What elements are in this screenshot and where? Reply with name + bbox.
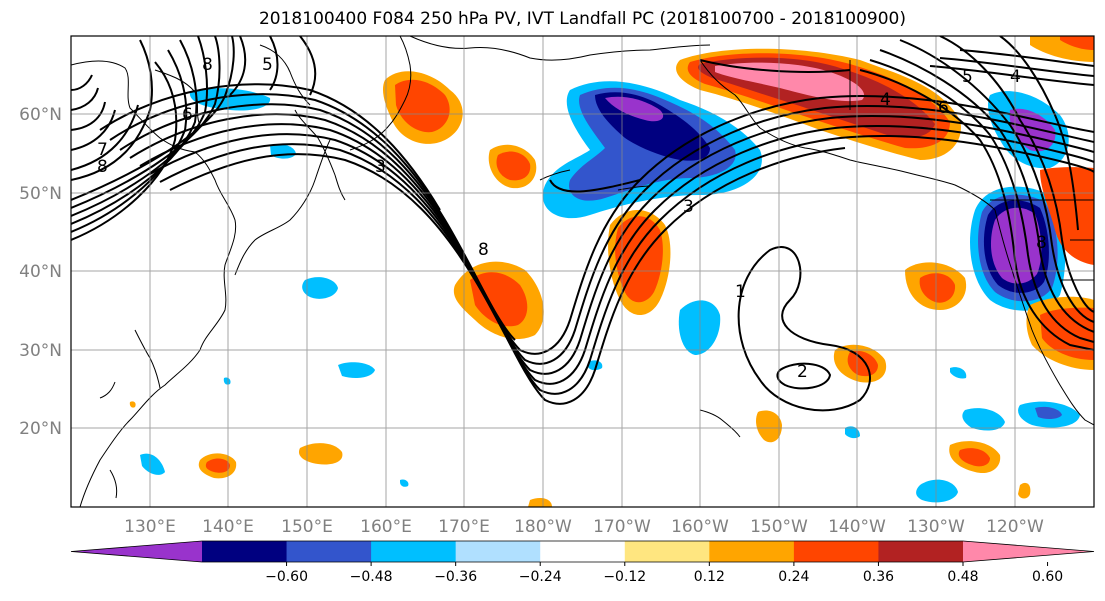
lon-label: 130°W: [907, 517, 965, 537]
colorbar-segment: [71, 541, 202, 562]
colorbar-tick-label: 0.12: [694, 569, 725, 585]
colorbar-segment: [202, 541, 288, 562]
contour-label: 8: [97, 157, 108, 177]
colorbar-boxes: [70, 540, 1095, 563]
lon-label: 180°W: [514, 517, 572, 537]
colorbar-tick-label: 0.36: [863, 569, 894, 585]
colorbar-tick-label: −0.48: [350, 569, 393, 585]
colorbar-ticks: −0.60 −0.48 −0.36 −0.24 −0.12 0.12 0.24 0.36 0.4…: [265, 562, 1063, 585]
colorbar-tick-label: −0.60: [265, 569, 308, 585]
map-panel: 5 8 6 7 8 8 3 1 2 5 4 6 8 4 3 1: [19, 35, 1095, 537]
lon-label: 140°W: [828, 517, 886, 537]
lat-label: 40°N: [19, 262, 62, 282]
colorbar-segment: [540, 541, 626, 562]
lon-label: 140°E: [202, 517, 254, 537]
lat-label: 60°N: [19, 105, 62, 125]
contour-label: 6: [182, 105, 193, 125]
lat-label: 20°N: [19, 419, 62, 439]
colorbar-tick-label: −0.24: [519, 569, 562, 585]
lon-label: 150°E: [281, 517, 333, 537]
contour-label: 3: [375, 157, 386, 177]
lon-label: 150°W: [750, 517, 808, 537]
contour-label: 2: [797, 362, 808, 382]
contour-label: 5: [962, 67, 973, 87]
colorbar-tick-label: −0.12: [603, 569, 646, 585]
contour-label: 1: [735, 282, 746, 302]
colorbar-tick-label: 0.60: [1032, 569, 1063, 585]
colorbar-segment: [286, 541, 372, 562]
gridlines: [71, 36, 1094, 507]
lat-label: 30°N: [19, 341, 62, 361]
colorbar-tick-label: 0.48: [947, 569, 978, 585]
colorbar-tick-label: 0.24: [778, 569, 809, 585]
lat-label: 50°N: [19, 184, 62, 204]
latitude-labels: 60°N 50°N 40°N 30°N 20°N: [19, 105, 62, 439]
colorbar-tick-label: −0.36: [434, 569, 477, 585]
lon-label: 170°E: [438, 517, 490, 537]
colorbar-segment: [963, 541, 1094, 562]
lon-label: 120°W: [986, 517, 1044, 537]
lon-label: 130°E: [124, 517, 176, 537]
lon-label: 160°W: [671, 517, 729, 537]
contour-label: 6: [938, 98, 949, 118]
lon-label: 160°E: [360, 517, 412, 537]
colorbar-segment: [624, 541, 710, 562]
longitude-labels: 130°E 140°E 150°E 160°E 170°E 180°W 170°…: [124, 517, 1044, 537]
lon-label: 170°W: [593, 517, 651, 537]
map-frame: [70, 35, 1095, 508]
contour-label: 7: [97, 140, 108, 160]
pv-contours: [71, 36, 1094, 412]
colorbar-segment: [371, 541, 457, 562]
colorbar-outline: [70, 540, 1095, 563]
colorbar-segment: [878, 541, 964, 562]
contour-label: 4: [880, 90, 891, 110]
colorbar-segment: [709, 541, 795, 562]
colorbar-segment: [793, 541, 879, 562]
contour-label: 5: [262, 55, 273, 75]
contour-label: 8: [478, 240, 489, 260]
contour-label: 3: [683, 197, 694, 217]
contour-label: 8: [1036, 233, 1047, 253]
colorbar-segment: [455, 541, 541, 562]
contour-label: 8: [202, 55, 213, 75]
map-title: 2018100400 F084 250 hPa PV, IVT Landfall…: [258, 9, 906, 29]
